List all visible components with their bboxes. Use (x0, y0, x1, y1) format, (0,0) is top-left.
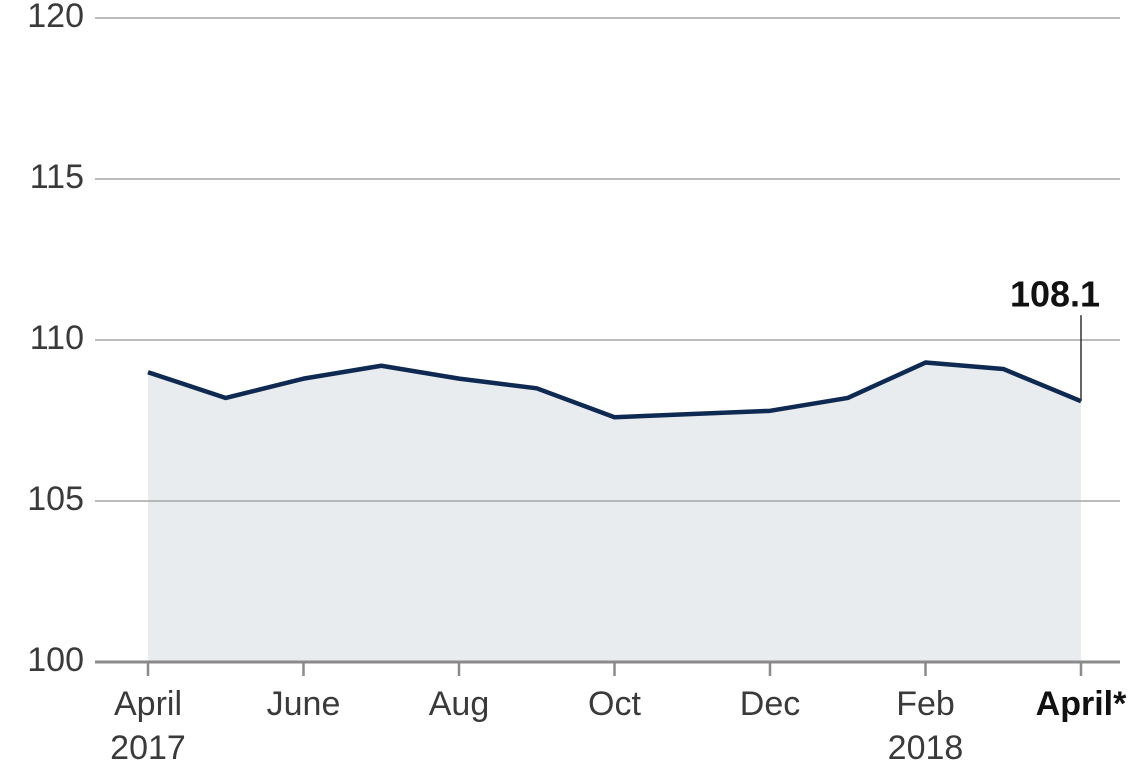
x-tick-sublabel: 2018 (888, 729, 964, 760)
x-tick-label: Dec (740, 685, 800, 723)
value-label: 108.1 (1010, 274, 1100, 315)
y-tick-label: 120 (27, 0, 84, 35)
y-tick-label: 110 (30, 319, 84, 357)
line (147, 360, 1082, 420)
x-tick-label: April* (1036, 685, 1127, 723)
x-tick-label: Oct (588, 685, 641, 723)
y-tick-label: 100 (27, 641, 84, 679)
x-tick-label: Feb (896, 685, 955, 723)
x-tick-label: April (114, 685, 182, 723)
x-tick-label: June (267, 685, 341, 723)
x-tick-sublabel: 2017 (110, 729, 186, 760)
x-tick-label: Aug (429, 685, 490, 723)
area (148, 362, 1081, 662)
y-tick-label: 105 (27, 480, 84, 518)
y-tick-label: 115 (30, 158, 84, 196)
